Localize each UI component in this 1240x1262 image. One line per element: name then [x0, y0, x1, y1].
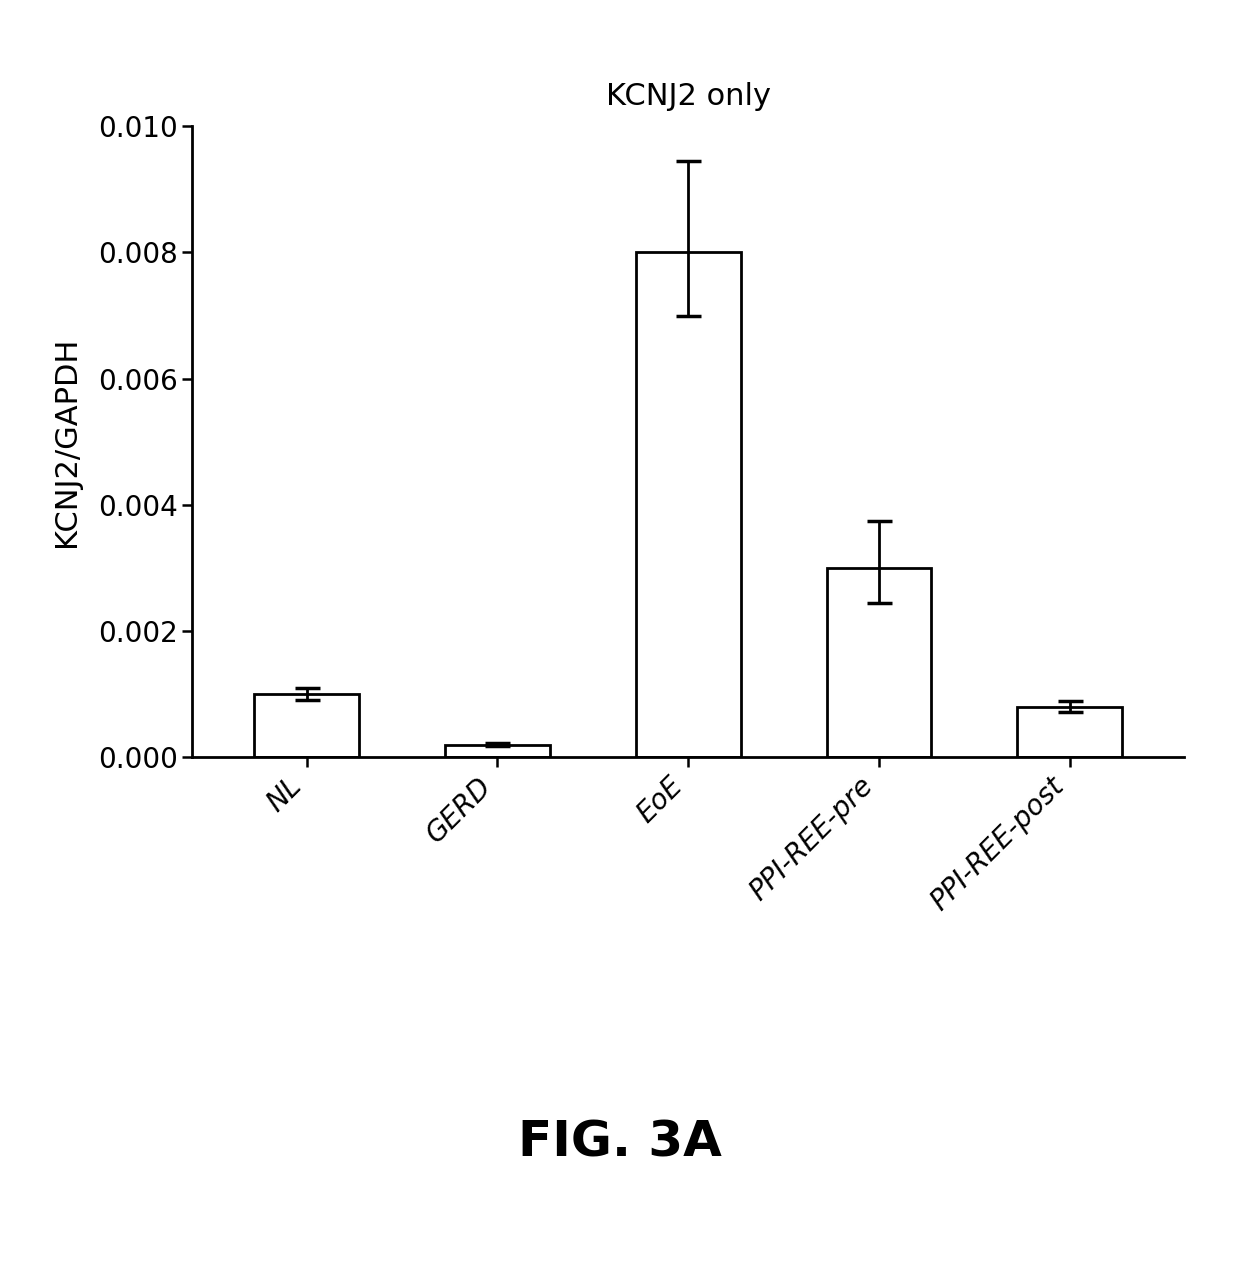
Bar	[445, 745, 549, 757]
Bar	[827, 568, 931, 757]
Y-axis label: KCNJ2/GAPDH: KCNJ2/GAPDH	[52, 337, 81, 546]
Title: KCNJ2 only: KCNJ2 only	[605, 82, 771, 111]
Text: FIG. 3A: FIG. 3A	[518, 1118, 722, 1166]
Bar	[636, 252, 740, 757]
Bar	[1017, 707, 1122, 757]
Bar	[254, 694, 360, 757]
